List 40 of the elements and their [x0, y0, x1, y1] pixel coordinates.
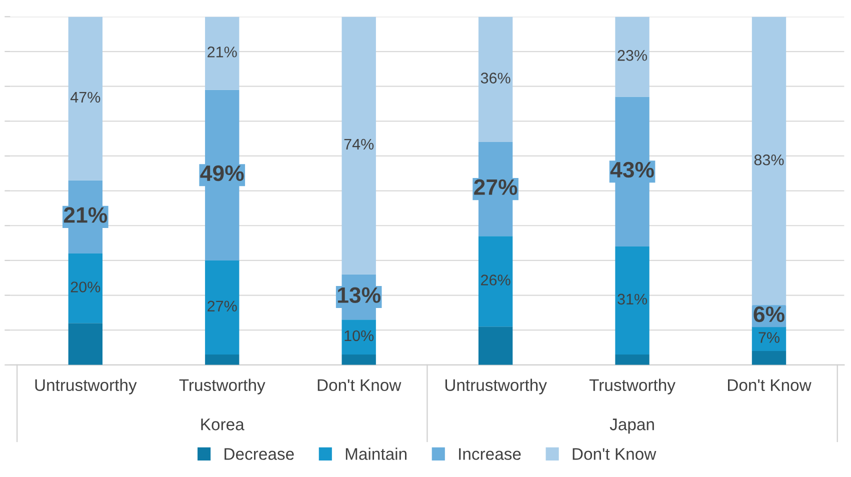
data-label: 49% — [200, 165, 244, 182]
x-tick-label: Don't Know — [318, 379, 402, 392]
text: Japan — [610, 418, 654, 434]
data-label: 20% — [70, 282, 100, 292]
bar — [752, 350, 786, 365]
data-label: 13% — [338, 287, 380, 303]
bar — [68, 323, 102, 365]
x-tick-label: Untrustworthy — [445, 378, 547, 394]
x-tick-label: Trustworthy — [589, 378, 676, 394]
bar — [615, 246, 650, 354]
bar — [615, 354, 650, 365]
legend-label: Maintain — [346, 448, 406, 460]
data-label: 6% — [754, 306, 784, 322]
bar — [205, 354, 240, 365]
legend-label: Increase — [459, 448, 521, 460]
data-label: 10% — [344, 330, 374, 342]
data-label: 21% — [208, 46, 237, 58]
data-label: 21% — [64, 207, 108, 223]
data-label: 27% — [208, 300, 237, 312]
data-label: 47% — [70, 92, 100, 103]
text: Korea — [201, 418, 244, 430]
data-label: 26% — [481, 274, 510, 286]
data-label: 27% — [474, 179, 518, 195]
bar — [342, 354, 376, 365]
x-tick-label: Untrustworthy — [35, 378, 137, 394]
data-label: 36% — [480, 72, 510, 84]
data-label: 74% — [344, 138, 374, 150]
bar — [478, 16, 513, 142]
data-label: 23% — [618, 50, 648, 61]
legend-label: Decrease — [224, 448, 294, 460]
data-label: 83% — [754, 154, 784, 166]
bar — [342, 16, 376, 274]
bar — [478, 326, 513, 365]
x-tick-label: Trustworthy — [179, 378, 266, 394]
data-label: 43% — [610, 162, 654, 178]
bar — [68, 16, 102, 180]
data-label: 31% — [618, 294, 648, 305]
legend-label: Don't Know — [572, 448, 656, 460]
x-tick-label: Don't Know — [728, 379, 812, 392]
data-label: 7% — [758, 332, 780, 343]
